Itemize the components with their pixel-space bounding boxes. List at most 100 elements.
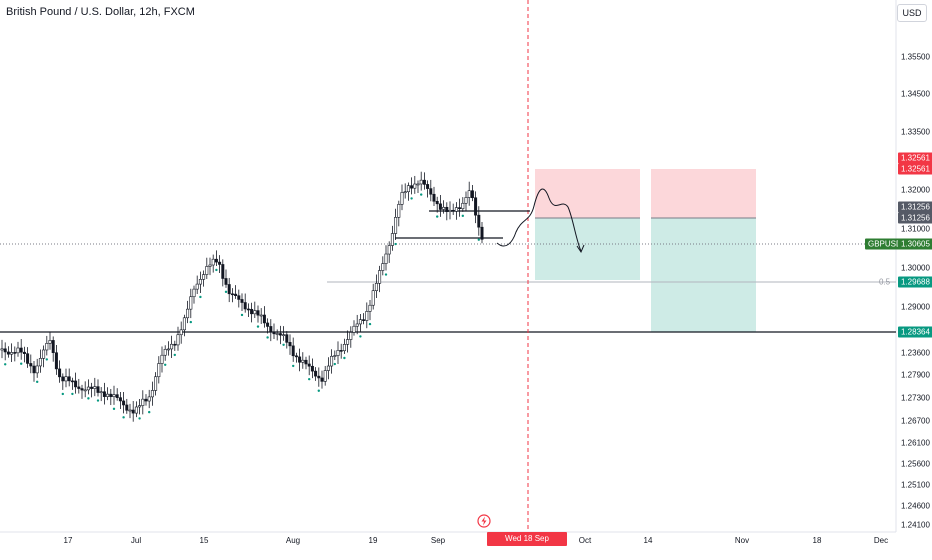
price-tick: 1.35500 (901, 52, 930, 62)
price-tick: 1.29000 (901, 302, 930, 312)
signal-dot (282, 343, 285, 346)
candle-body (32, 365, 36, 374)
signal-dot (292, 364, 295, 368)
time-tick: Oct (578, 536, 592, 545)
candle-body (221, 264, 225, 279)
time-tick: 14 (643, 536, 653, 545)
candle-body (224, 278, 228, 285)
candle-body (352, 325, 356, 333)
candle-body (467, 190, 471, 198)
candle-body (198, 279, 202, 285)
candle-body (470, 190, 474, 199)
candle-body (90, 386, 94, 389)
candle-body (426, 184, 430, 189)
candle-body (464, 197, 468, 204)
candle-body (19, 347, 23, 353)
candle-body (6, 351, 10, 355)
fib-level-label: 0.5 (879, 277, 891, 287)
candle-body (237, 295, 241, 300)
candle-body (269, 326, 273, 333)
fib-price-tag: 1.29688 (898, 276, 932, 288)
candle-body (266, 322, 270, 327)
stop-zone-2[interactable] (651, 169, 756, 218)
date-cursor-tag: Wed 18 Sep '24 16:00 (487, 532, 567, 557)
signal-dot (96, 399, 100, 402)
candle-body (67, 376, 71, 382)
lightning-circle-icon[interactable] (477, 514, 491, 528)
candle-body (413, 183, 417, 189)
candle-body (330, 355, 334, 367)
stop-zone-1[interactable] (535, 169, 640, 218)
candle-body (128, 409, 132, 412)
candle-body (461, 202, 465, 210)
projection-path[interactable] (496, 188, 582, 252)
candle-body (109, 393, 113, 398)
price-tick: 1.26100 (901, 438, 930, 448)
signal-dot (224, 290, 228, 294)
signal-dot (240, 313, 244, 317)
candle-body (29, 363, 33, 367)
price-tick: 1.24600 (901, 501, 930, 511)
candle-body (397, 204, 401, 218)
candle-body (35, 365, 39, 374)
candle-body (256, 310, 260, 316)
candle-body (205, 266, 209, 275)
candle-body (419, 179, 423, 185)
candle-body (106, 393, 110, 397)
target-zone-1[interactable] (535, 218, 640, 280)
time-tick: Jul (130, 536, 142, 545)
signal-dot (359, 335, 362, 338)
candle-body (83, 389, 87, 392)
signal-dot (308, 377, 311, 381)
candle-body (326, 365, 330, 371)
candle-body (432, 193, 436, 202)
candle-body (227, 284, 231, 295)
candle-body (448, 209, 452, 212)
stop-price-tag: 1.32561 (898, 163, 932, 175)
candle-body (48, 340, 52, 344)
candle-body (435, 200, 439, 205)
candle-body (134, 406, 138, 414)
candle-body (195, 283, 199, 290)
candle-body (166, 348, 170, 351)
candle-body (112, 394, 116, 398)
candle-body (365, 311, 369, 321)
candle-body (182, 317, 186, 331)
candle-body (154, 376, 158, 391)
signal-dot (394, 242, 397, 246)
candle-body (234, 293, 238, 297)
time-tick: 19 (368, 536, 378, 545)
signal-dot (87, 397, 90, 400)
target-zone-2[interactable] (651, 218, 756, 332)
signal-dot (173, 353, 176, 357)
candle-body (314, 370, 318, 377)
candle-body (278, 333, 282, 336)
candle-body (163, 348, 167, 356)
candle-body (77, 386, 81, 389)
candle-body (400, 192, 404, 205)
target-price-tag: 1.28364 (898, 326, 932, 338)
candle-body (102, 391, 106, 397)
currency-button[interactable]: USD (897, 4, 927, 22)
candle-body (275, 333, 279, 335)
time-tick: Nov (734, 536, 750, 545)
candle-body (371, 290, 375, 306)
candle-body (243, 302, 247, 310)
signal-dot (333, 362, 336, 366)
candle-body (288, 342, 292, 347)
price-tick: 1.33500 (901, 127, 930, 137)
candle-body (336, 350, 340, 356)
price-tick: 1.32000 (901, 185, 930, 195)
candle-body (131, 409, 135, 414)
candle-body (170, 343, 174, 350)
candle-body (58, 368, 62, 378)
signal-dot (20, 362, 23, 365)
time-tick: 18 (812, 536, 822, 545)
candle-body (218, 261, 222, 265)
price-tick: 1.23600 (901, 348, 930, 358)
candle-body (42, 349, 46, 359)
candle-body (93, 386, 97, 389)
current-price-tag: 1.30605 (898, 238, 932, 250)
